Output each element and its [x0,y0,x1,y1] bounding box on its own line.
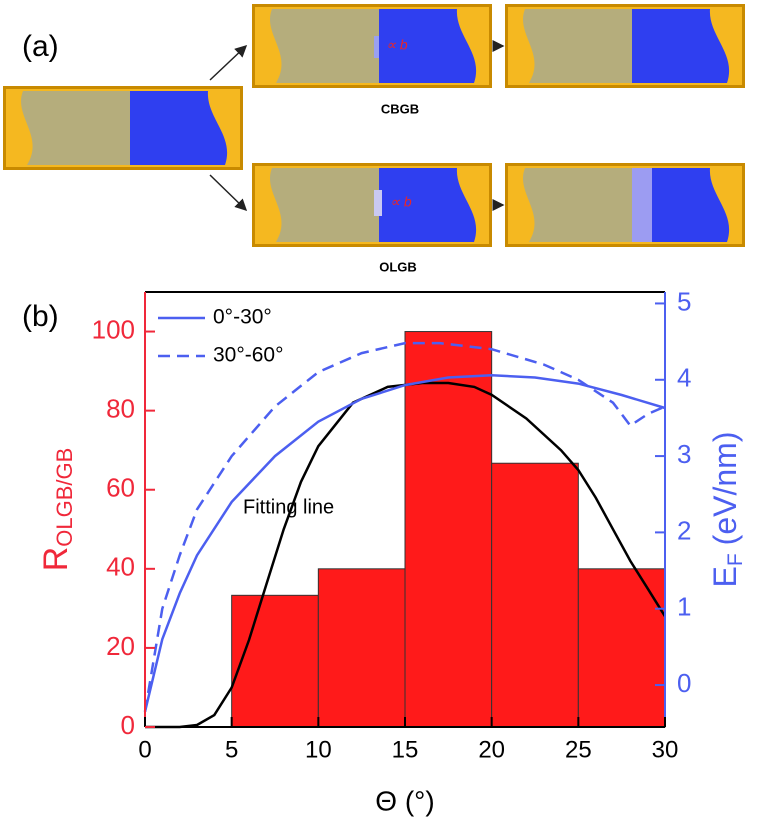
olgb-final-block [505,163,745,247]
fit-label: Fitting line [243,496,334,518]
y-axis-title-main: R [37,547,75,572]
x-tick-label: 5 [225,736,238,763]
gap [374,36,379,58]
y-tick-label: 80 [106,394,135,424]
x-tick-label: 0 [138,736,151,763]
gap-label: ∝ b [390,194,412,210]
y-tick-label: 60 [106,473,135,503]
y-tick-label: 40 [106,552,135,582]
y-axis-title-sub: OLGB/GB [52,448,77,547]
panel-label: (b) [22,300,59,333]
series-line [143,341,666,712]
olgb-label: OLGB [379,259,417,274]
boundary-layer [632,168,652,242]
x-axis-title: Θ (°) [375,785,434,816]
legend-label: 30°-60° [213,344,284,367]
x-tick-label: 15 [392,736,419,763]
y2-tick-label: 4 [677,363,691,393]
bar [491,462,579,728]
y2-axis-title-sub: F [724,553,747,566]
bar [231,594,319,728]
y-tick-label: 20 [106,631,135,661]
y-tick-label: 100 [92,314,135,344]
arrow [209,174,248,212]
legend-label: 0°-30° [213,306,272,329]
y-axis-title: ROLGB/GB [37,448,77,572]
y2-tick-label: 5 [677,286,691,316]
x-tick-label: 20 [478,736,505,763]
cbgb-block [252,4,492,88]
y2-tick-label: 1 [677,592,691,622]
cbgb-label: CBGB [381,101,419,116]
y-tick-label: 0 [121,710,135,740]
x-tick-label: 25 [565,736,592,763]
series-line [143,373,666,712]
bar [577,568,666,728]
bar [317,568,406,728]
x-tick-label: 10 [305,736,332,763]
y2-axis-title-unit: (eV/nm) [707,432,743,546]
bar [404,331,493,728]
arrow [209,44,248,81]
y2-tick-label: 0 [677,668,691,698]
y2-axis-title-main: E [707,566,743,587]
y2-tick-label: 3 [677,439,691,469]
initial-block [3,86,243,170]
olgb-block [252,163,492,247]
y2-tick-label: 2 [677,515,691,545]
cbgb-final-block [505,4,745,88]
panel-label: (a) [22,30,59,63]
y2-axis-title: EF (eV/nm) [707,432,746,588]
panel-a: (a) ∝ b ∝ b CBGB OLGB [3,4,745,274]
gap [374,190,382,216]
gap-label: ∝ b [386,37,408,53]
x-tick-label: 30 [652,736,679,763]
